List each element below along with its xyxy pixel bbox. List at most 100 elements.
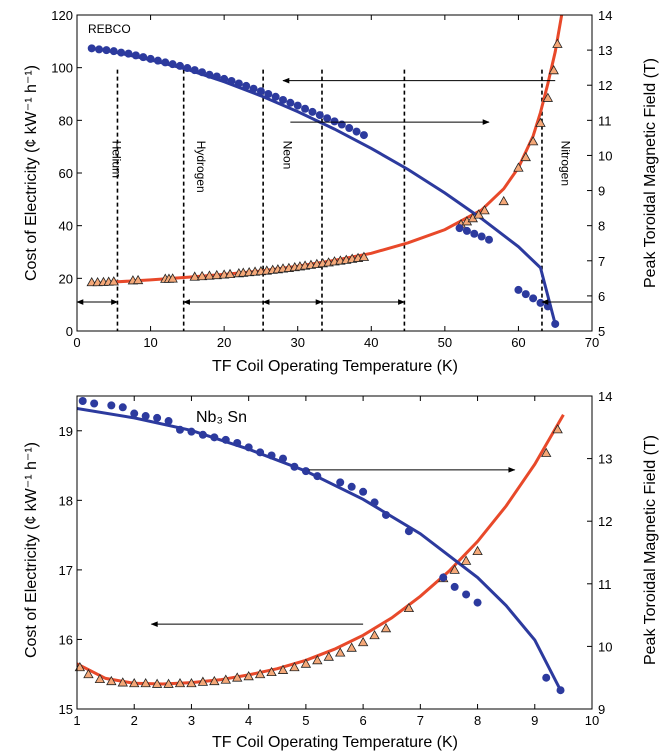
field-data-point xyxy=(462,226,471,235)
field-data-point xyxy=(279,95,287,104)
x-tick-label: 70 xyxy=(585,335,599,350)
y-axis-label: Cost of Electricity (¢ kW⁻¹ h⁻¹) xyxy=(23,65,40,281)
x-tick-label: 30 xyxy=(290,335,304,350)
plot-frame xyxy=(76,395,593,710)
field-data-point xyxy=(198,430,207,439)
field-data-point xyxy=(124,49,133,58)
range-arrows xyxy=(150,467,516,627)
y-tick-label: 15 xyxy=(59,702,73,717)
field-data-point xyxy=(514,285,523,294)
field-data-point xyxy=(244,443,253,452)
field-data-point xyxy=(293,101,302,110)
field-data-point xyxy=(176,61,184,70)
field-data-point xyxy=(370,498,379,507)
field-data-point xyxy=(301,467,310,476)
cost-data-point xyxy=(542,92,554,102)
field-data-point xyxy=(352,127,361,136)
field-data-point xyxy=(521,290,530,299)
y-tick-label: 80 xyxy=(59,113,73,128)
y2-tick-label: 6 xyxy=(598,289,605,304)
cost-data-point xyxy=(211,269,222,280)
field-data-point xyxy=(153,413,162,422)
field-data-point xyxy=(301,104,310,113)
cost-fit-curve xyxy=(91,15,564,286)
y-axis-label: Cost of Electricity (¢ kW⁻¹ h⁻¹) xyxy=(23,442,40,658)
axes xyxy=(76,395,593,710)
field-data-point xyxy=(462,590,471,599)
y2-axis-label: Peak Toroidal Magnetic Field (T) xyxy=(642,58,659,288)
cost-data-point xyxy=(209,675,220,686)
data-points xyxy=(74,397,565,695)
x-tick-label: 10 xyxy=(143,335,157,350)
field-data-point xyxy=(102,46,111,55)
field-data-point xyxy=(153,56,162,65)
fit-curves xyxy=(91,15,564,325)
range-arrows xyxy=(76,77,592,305)
field-data-point xyxy=(234,79,243,88)
field-data-point xyxy=(95,45,104,54)
y-tick-label: 19 xyxy=(59,424,73,439)
y-tick-label: 17 xyxy=(59,563,73,578)
fit-curves xyxy=(77,407,565,691)
cost-data-point xyxy=(552,38,563,48)
x-tick-label: 50 xyxy=(438,335,452,350)
cost-data-point xyxy=(479,205,490,215)
cost-data-point xyxy=(323,651,334,661)
field-data-point xyxy=(198,68,207,77)
field-data-point xyxy=(473,598,482,607)
y2-tick-label: 7 xyxy=(598,254,605,269)
field-data-point xyxy=(336,478,345,487)
cost-data-point xyxy=(232,672,243,682)
field-data-point xyxy=(345,124,354,133)
field-data-point xyxy=(308,107,317,116)
y2-tick-label: 13 xyxy=(598,43,612,58)
cost-data-point xyxy=(186,677,197,688)
field-data-point xyxy=(205,70,214,79)
y2-tick-label: 9 xyxy=(598,702,605,717)
field-data-point xyxy=(183,64,192,73)
coolant-label: Neon xyxy=(280,141,294,170)
x-tick-label: 40 xyxy=(364,335,378,350)
cost-data-point xyxy=(117,677,128,687)
cost-data-point xyxy=(266,666,277,677)
coolant-label: Hydrogen xyxy=(194,141,208,193)
cost-data-point xyxy=(312,654,323,665)
field-data-point xyxy=(556,686,565,695)
y2-tick-label: 14 xyxy=(598,8,612,23)
field-data-point xyxy=(477,232,486,241)
field-data-point xyxy=(109,47,118,56)
field-data-point xyxy=(256,87,265,96)
cost-data-point xyxy=(380,623,392,633)
field-data-point xyxy=(130,409,139,418)
cost-data-point xyxy=(254,668,266,679)
field-data-point xyxy=(542,673,551,682)
field-data-point xyxy=(256,448,265,457)
cost-data-point xyxy=(535,117,546,127)
field-data-point xyxy=(347,482,356,491)
field-data-point xyxy=(382,510,390,519)
x-tick-label: 60 xyxy=(511,335,525,350)
field-data-point xyxy=(139,53,148,62)
field-data-point xyxy=(249,84,258,93)
y2-tick-label: 9 xyxy=(598,184,605,199)
cost-data-point xyxy=(472,545,483,556)
field-data-point xyxy=(359,487,368,496)
x-tick-label: 8 xyxy=(474,713,481,728)
cost-data-point xyxy=(513,162,524,172)
field-data-point xyxy=(146,54,155,63)
field-data-point xyxy=(161,58,170,67)
field-data-point xyxy=(323,114,332,123)
field-data-point xyxy=(168,60,177,69)
field-data-point xyxy=(450,582,459,591)
cost-data-point xyxy=(140,677,151,688)
field-data-point xyxy=(439,573,448,582)
y2-tick-label: 10 xyxy=(598,639,612,654)
cost-data-point xyxy=(289,661,300,672)
y-tick-label: 0 xyxy=(66,324,73,339)
y2-tick-label: 14 xyxy=(598,389,612,404)
cost-data-point xyxy=(83,668,94,679)
x-axis-label: TF Coil Operating Temperature (K) xyxy=(212,734,458,751)
cost-data-point xyxy=(243,670,254,681)
cost-data-point xyxy=(106,675,117,686)
